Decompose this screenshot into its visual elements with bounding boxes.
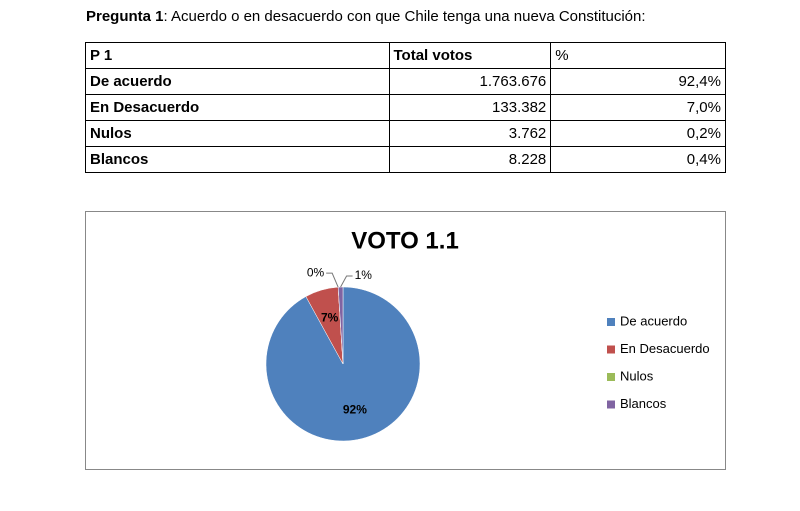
heading: Pregunta 1: Acuerdo o en desacuerdo con … bbox=[86, 8, 646, 25]
table-row: P 1 Total votos% bbox=[85, 42, 726, 69]
table-cell: En Desacuerdo bbox=[85, 94, 390, 121]
legend-label: Nulos bbox=[620, 368, 654, 383]
data-label: 7% bbox=[321, 310, 339, 324]
table-row: Blancos 8.228 0,4% bbox=[85, 146, 726, 173]
table-cell: 133.382 bbox=[388, 94, 552, 121]
leader-line bbox=[326, 272, 339, 288]
leader-line bbox=[340, 275, 353, 288]
legend-swatch bbox=[607, 373, 615, 381]
table-row: En Desacuerdo 133.382 7,0% bbox=[85, 94, 726, 121]
chart-title: VOTO 1.1 bbox=[351, 227, 459, 254]
heading-label: Pregunta 1 bbox=[86, 8, 164, 25]
table-row: De acuerdo 1.763.676 92,4% bbox=[85, 68, 726, 95]
heading-text: : Acuerdo o en desacuerdo con que Chile … bbox=[163, 8, 646, 25]
table-cell: Blancos bbox=[85, 146, 390, 173]
legend-swatch bbox=[607, 345, 615, 354]
table-cell: De acuerdo bbox=[85, 68, 390, 95]
legend-swatch bbox=[607, 318, 615, 326]
legend-label: Blancos bbox=[620, 396, 667, 411]
table-cell: 0,4% bbox=[550, 146, 726, 173]
data-label: 1% bbox=[355, 268, 373, 282]
table-cell: 92,4% bbox=[550, 68, 726, 95]
data-label: 92% bbox=[343, 402, 367, 416]
data-label: 0% bbox=[307, 265, 325, 279]
table-cell: 8.228 bbox=[388, 146, 552, 173]
legend-swatch bbox=[607, 400, 615, 409]
legend-label: En Desacuerdo bbox=[620, 341, 710, 356]
results-table: P 1 Total votos% De acuerdo 1.763.676 92,4% E… bbox=[85, 42, 726, 173]
table-cell: 1.763.676 bbox=[388, 68, 552, 95]
pie-slice bbox=[337, 286, 344, 365]
legend-label: De acuerdo bbox=[620, 313, 687, 328]
